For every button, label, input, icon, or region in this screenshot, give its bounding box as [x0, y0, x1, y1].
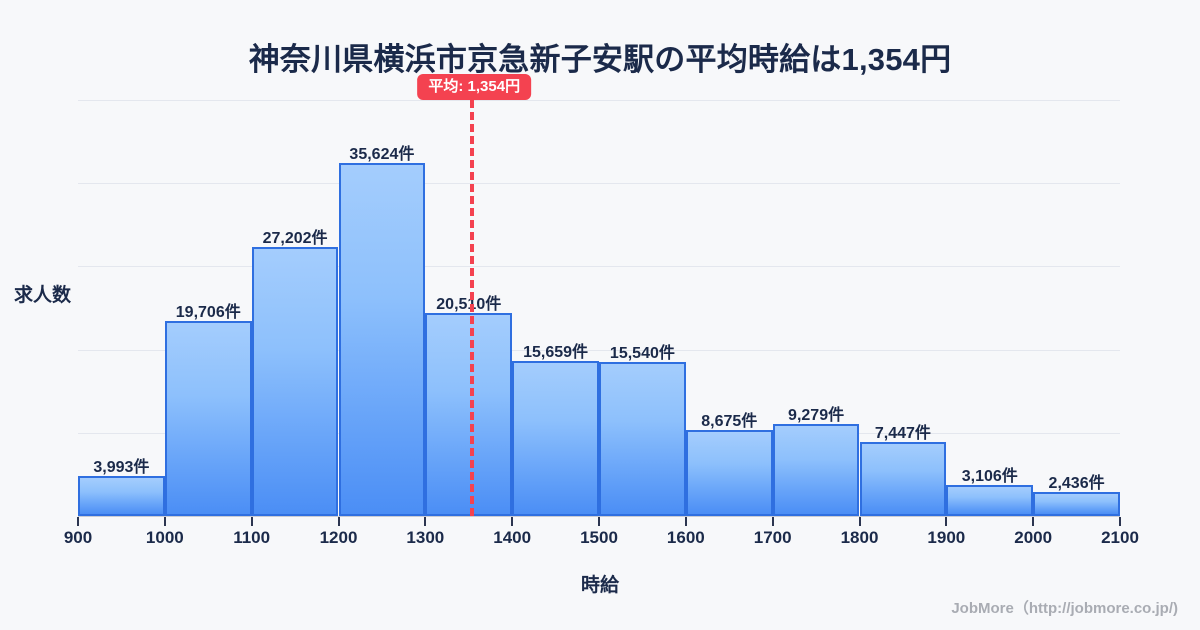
x-tick-label: 1300 [406, 528, 445, 547]
average-line: 平均: 1,354円 [417, 74, 532, 516]
bar[interactable] [425, 312, 513, 516]
bar[interactable] [946, 485, 1034, 516]
bar[interactable] [338, 163, 426, 516]
bar[interactable] [251, 246, 339, 516]
x-tick-label: 1000 [145, 528, 184, 547]
y-axis-title: 求人数 [14, 285, 72, 306]
bar-value-label: 19,706件 [175, 303, 241, 321]
bar[interactable] [512, 360, 599, 516]
bar[interactable] [1033, 491, 1120, 516]
bar-value-label: 27,202件 [262, 229, 328, 247]
x-tick-label: 1500 [580, 528, 618, 547]
x-tick-mark [945, 517, 948, 526]
bar-value-label: 9,279件 [788, 407, 845, 425]
x-tick-mark [424, 517, 427, 526]
gridline [78, 183, 1120, 184]
bar-value-label: 2,436件 [1048, 474, 1105, 492]
x-tick-mark [250, 517, 253, 526]
x-tick-label: 1800 [840, 528, 879, 547]
x-tick-mark [858, 517, 861, 526]
x-tick-label: 1100 [233, 528, 271, 547]
x-tick-label: 900 [63, 528, 93, 547]
x-tick-label: 2100 [1101, 528, 1139, 547]
x-tick-label: 1200 [319, 528, 358, 547]
bar-value-label: 8,675件 [701, 413, 758, 431]
x-tick-label: 1900 [927, 528, 966, 547]
bar[interactable] [78, 476, 165, 516]
bar[interactable] [859, 442, 947, 516]
x-tick-mark [1119, 517, 1121, 526]
bar-value-label: 20,510件 [436, 295, 502, 313]
x-tick-mark [771, 517, 774, 526]
gridline [78, 350, 1120, 351]
x-axis-baseline [78, 516, 1120, 517]
x-axis-title: 時給 [580, 575, 619, 596]
bar[interactable] [164, 320, 252, 516]
x-tick-mark [77, 517, 79, 526]
x-tick-label: 2000 [1014, 528, 1053, 547]
x-tick-mark [163, 517, 166, 526]
bar-value-label: 15,659件 [523, 343, 589, 361]
bar-value-label: 7,447件 [874, 425, 931, 443]
page-title: 神奈川県横浜市京急新子安駅の平均時給は1,354円 [248, 42, 952, 77]
average-badge: 平均: 1,354円 [417, 74, 532, 101]
footer-credit: JobMore（http://jobmore.co.jp/) [951, 600, 1178, 617]
x-tick-mark [337, 517, 340, 526]
x-tick-mark [684, 517, 687, 526]
bar[interactable] [599, 362, 686, 516]
bar[interactable] [685, 430, 773, 516]
bar-value-label: 3,993件 [93, 459, 150, 477]
gridline [78, 266, 1120, 267]
x-tick-mark [598, 517, 600, 526]
bar-value-label: 3,106件 [961, 468, 1018, 486]
x-tick-mark [511, 517, 514, 526]
x-tick-mark [1032, 517, 1035, 526]
bar-value-label: 35,624件 [349, 146, 415, 164]
bar-value-label: 15,540件 [609, 345, 675, 363]
x-tick-label: 1400 [493, 528, 532, 547]
bar[interactable] [772, 424, 860, 516]
plot-area: 3,993件 19,706件 27,202件 35,624件 20,510件 15,659… [64, 74, 1139, 547]
x-tick-label: 1700 [753, 528, 792, 547]
gridline [78, 100, 1120, 101]
x-tick-label: 1600 [666, 528, 705, 547]
